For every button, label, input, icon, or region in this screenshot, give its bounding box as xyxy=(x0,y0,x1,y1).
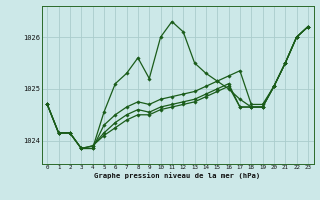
X-axis label: Graphe pression niveau de la mer (hPa): Graphe pression niveau de la mer (hPa) xyxy=(94,172,261,179)
